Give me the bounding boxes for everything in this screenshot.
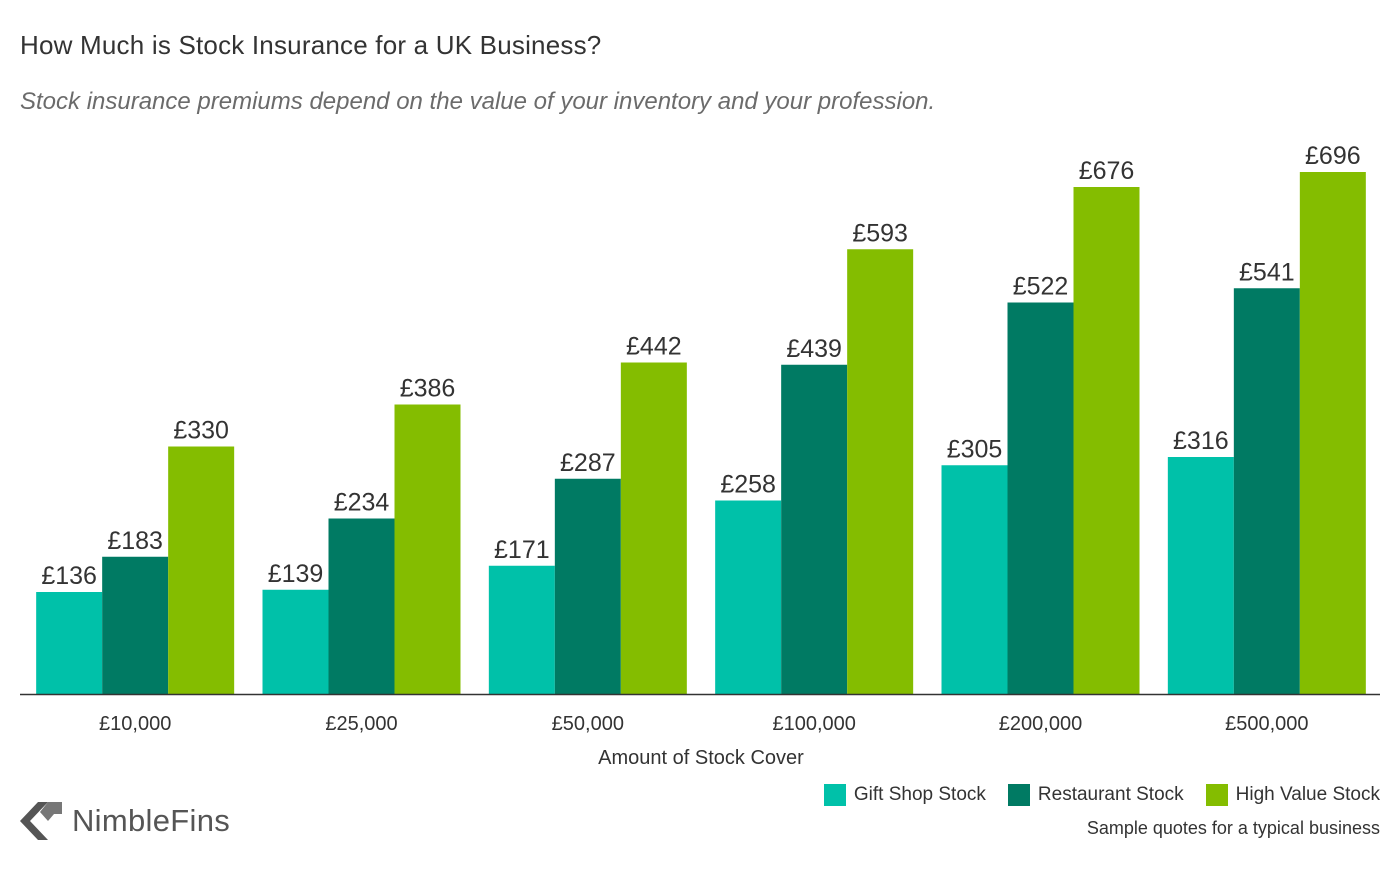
legend-swatch — [1205, 784, 1228, 806]
legend-swatch — [823, 784, 846, 806]
data-label: £593 — [852, 219, 908, 247]
data-label: £696 — [1305, 142, 1361, 170]
bar — [941, 465, 1008, 694]
x-tick-label: £50,000 — [552, 713, 624, 735]
data-label: £139 — [268, 560, 324, 588]
bar — [1167, 457, 1234, 694]
legend-label: Restaurant Stock — [1037, 784, 1184, 805]
x-axis-title: Amount of Stock Cover — [598, 747, 804, 769]
data-label: £171 — [494, 536, 550, 564]
data-label: £234 — [334, 489, 390, 517]
data-label: £330 — [173, 417, 229, 445]
footnote: Sample quotes for a typical business — [1086, 818, 1380, 838]
chart-subtitle: Stock insurance premiums depend on the v… — [20, 88, 936, 115]
x-tick-label: £100,000 — [772, 713, 855, 735]
bar — [394, 404, 461, 694]
data-label: £386 — [400, 375, 456, 403]
x-tick-label: £200,000 — [999, 713, 1082, 735]
bar — [328, 518, 395, 694]
data-label: £439 — [786, 335, 842, 363]
legend-label: High Value Stock — [1235, 784, 1380, 805]
data-label: £522 — [1013, 273, 1069, 301]
bar — [102, 556, 169, 694]
bar — [781, 364, 848, 694]
bar — [554, 478, 621, 694]
bar — [168, 446, 235, 694]
brand-logo[interactable]: NimbleFins — [18, 802, 230, 840]
x-tick-label: £500,000 — [1225, 713, 1308, 735]
data-label: £676 — [1079, 157, 1135, 185]
x-tick-label: £25,000 — [325, 713, 397, 735]
data-label: £541 — [1239, 258, 1295, 286]
legend-item-gift-shop: Gift Shop Stock — [823, 784, 986, 806]
bar — [1233, 288, 1300, 694]
bar — [1073, 187, 1140, 694]
data-label: £136 — [41, 562, 97, 590]
bar — [847, 249, 914, 694]
bar — [36, 592, 103, 694]
bar — [620, 362, 687, 694]
legend: Gift Shop Stock Restaurant Stock High Va… — [823, 784, 1380, 806]
x-tick-label: £10,000 — [99, 713, 171, 735]
data-label: £183 — [107, 527, 163, 555]
chevron-logo-icon — [20, 802, 62, 840]
legend-swatch — [1007, 784, 1030, 806]
data-label: £258 — [720, 471, 776, 499]
legend-label: Gift Shop Stock — [853, 784, 986, 805]
data-label: £305 — [947, 435, 1003, 463]
bar — [262, 589, 329, 694]
bar — [488, 565, 555, 694]
legend-item-high-value: High Value Stock — [1205, 784, 1380, 806]
brand-name: NimbleFins — [72, 803, 231, 838]
bar — [1007, 302, 1074, 694]
legend-item-restaurant: Restaurant Stock — [1007, 784, 1184, 806]
data-label: £316 — [1173, 427, 1229, 455]
data-label: £442 — [626, 333, 682, 361]
chart-title: How Much is Stock Insurance for a UK Bus… — [20, 30, 602, 60]
bar — [1299, 172, 1366, 694]
bar — [715, 500, 782, 694]
data-label: £287 — [560, 449, 616, 477]
